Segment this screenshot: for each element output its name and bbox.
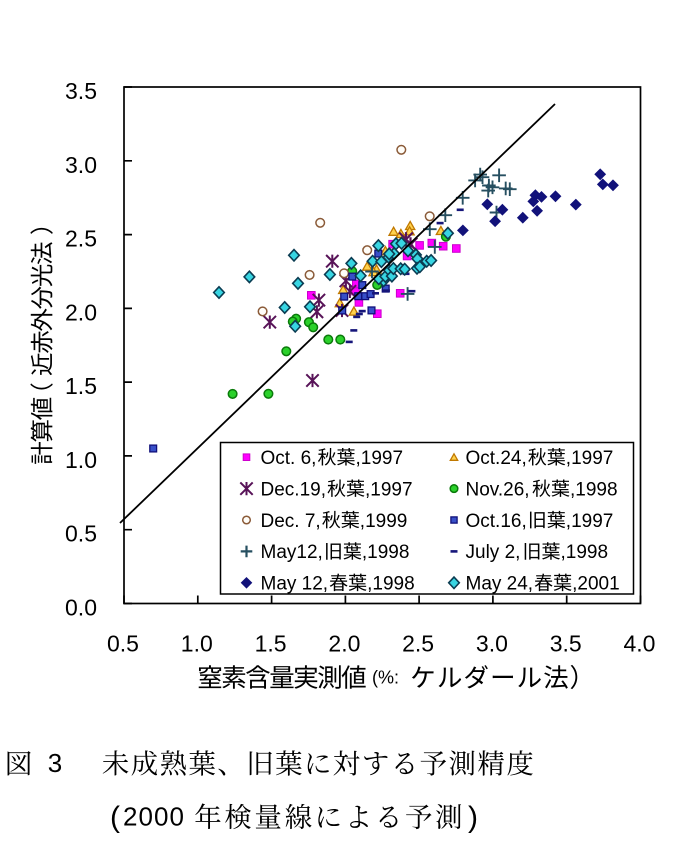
svg-text:3.0: 3.0 xyxy=(65,152,97,178)
svg-text:0.5: 0.5 xyxy=(65,521,97,547)
svg-text:,1998: ,1998 xyxy=(561,542,609,563)
svg-text:1.0: 1.0 xyxy=(181,631,213,657)
svg-text:Oct.16,: Oct.16, xyxy=(466,511,527,532)
svg-text:(: ( xyxy=(110,801,120,834)
svg-text:,1997: ,1997 xyxy=(566,448,614,469)
svg-text:,1997: ,1997 xyxy=(356,448,404,469)
svg-text:May 24,: May 24, xyxy=(466,574,534,595)
svg-text:3: 3 xyxy=(48,748,62,778)
svg-text:,1997: ,1997 xyxy=(365,479,413,500)
svg-text:3.5: 3.5 xyxy=(550,631,582,657)
svg-text:May 12,: May 12, xyxy=(261,574,329,595)
svg-text:0.5: 0.5 xyxy=(107,631,139,657)
svg-text:,1999: ,1999 xyxy=(360,511,408,532)
svg-text:2.5: 2.5 xyxy=(65,226,97,252)
svg-text:Dec. 7,: Dec. 7, xyxy=(261,511,321,532)
svg-text:,1998: ,1998 xyxy=(367,574,415,595)
svg-text:1.5: 1.5 xyxy=(255,631,287,657)
svg-text:0.0: 0.0 xyxy=(65,595,97,621)
svg-text:(%:: (%: xyxy=(372,668,399,688)
svg-text:1.0: 1.0 xyxy=(65,447,97,473)
svg-text:Oct.24,: Oct.24, xyxy=(466,448,527,469)
svg-text:1.5: 1.5 xyxy=(65,373,97,399)
svg-text:May12,: May12, xyxy=(261,542,323,563)
svg-text:,1997: ,1997 xyxy=(566,511,614,532)
svg-text:,2001: ,2001 xyxy=(572,574,620,595)
svg-text:,1998: ,1998 xyxy=(362,542,410,563)
svg-text:Dec.19,: Dec.19, xyxy=(261,479,326,500)
svg-text:): ) xyxy=(468,801,478,834)
svg-text:July 2,: July 2, xyxy=(466,542,521,563)
svg-text:3.0: 3.0 xyxy=(476,631,508,657)
svg-text:2.5: 2.5 xyxy=(402,631,434,657)
svg-text:2.0: 2.0 xyxy=(328,631,360,657)
svg-text:Oct. 6,: Oct. 6, xyxy=(261,448,317,469)
svg-text:4.0: 4.0 xyxy=(624,631,656,657)
svg-text:Nov.26,: Nov.26, xyxy=(466,479,530,500)
svg-text:,1998: ,1998 xyxy=(570,479,618,500)
svg-text:2000: 2000 xyxy=(123,802,184,832)
svg-text:2.0: 2.0 xyxy=(65,299,97,325)
svg-text:3.5: 3.5 xyxy=(65,78,97,104)
